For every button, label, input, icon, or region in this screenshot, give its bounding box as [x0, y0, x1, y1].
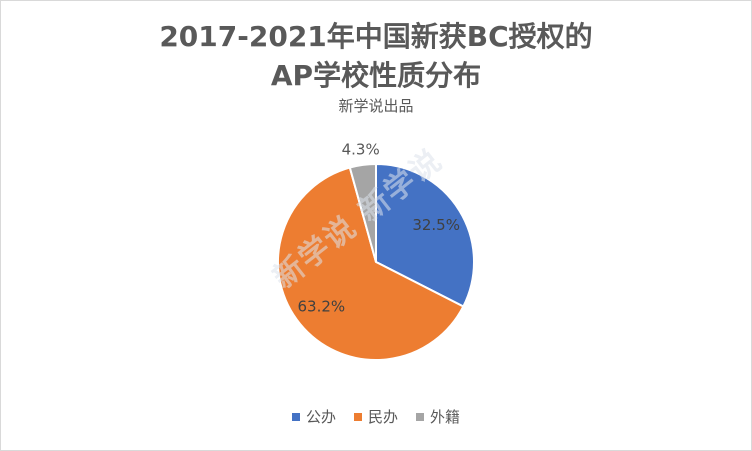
legend-item-1: 公办: [292, 406, 336, 427]
legend-item-2: 民办: [354, 406, 398, 427]
legend-swatch: [354, 413, 362, 421]
data-label-3: 4.3%: [342, 140, 380, 158]
legend-swatch: [292, 413, 300, 421]
legend-label: 公办: [306, 406, 336, 427]
legend-item-3: 外籍: [416, 406, 460, 427]
legend-label: 外籍: [430, 406, 460, 427]
data-label-2: 63.2%: [298, 298, 346, 316]
legend-label: 民办: [368, 406, 398, 427]
data-label-1: 32.5%: [412, 216, 460, 234]
legend-swatch: [416, 413, 424, 421]
legend: 公办 民办 外籍: [0, 406, 752, 427]
